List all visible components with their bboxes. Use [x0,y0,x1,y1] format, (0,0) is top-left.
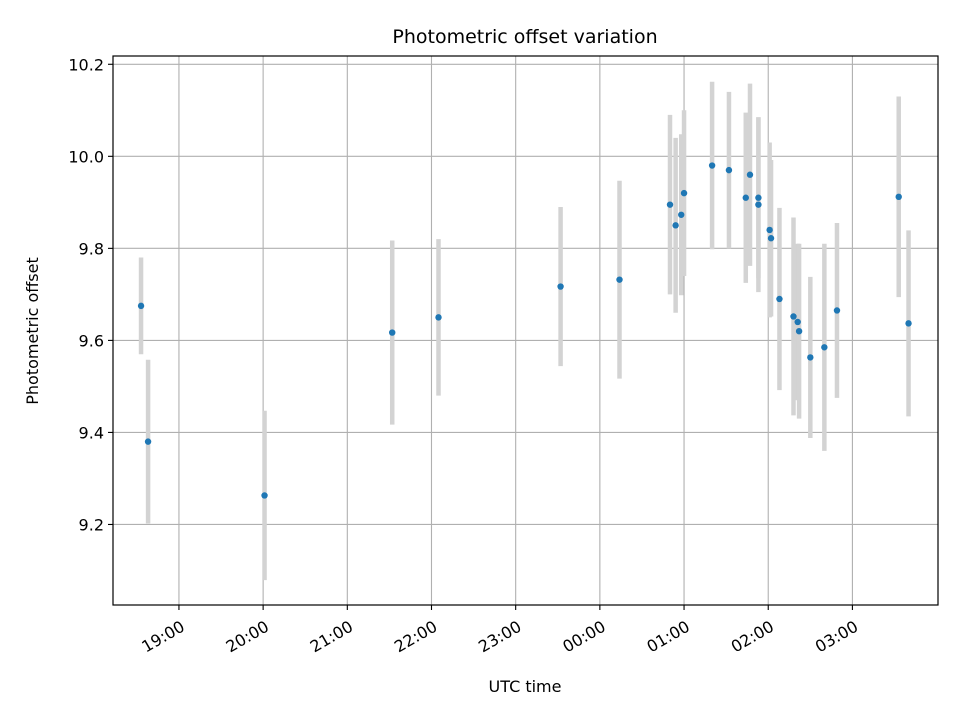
data-point [807,354,814,361]
y-tick-label: 9.4 [79,423,104,442]
data-point [435,314,442,321]
data-point [746,171,754,178]
y-tick-label: 9.6 [79,331,104,350]
data-point [795,327,803,335]
data-point [755,194,762,201]
y-tick-label: 9.2 [79,515,104,534]
y-axis-label: Photometric offset [23,257,42,405]
data-point [766,226,773,234]
data-point [895,193,902,201]
x-axis-label: UTC time [489,677,562,696]
data-point [557,283,564,290]
data-points [137,162,912,499]
data-point [261,492,268,499]
data-point [767,235,775,242]
data-point [144,438,152,445]
data-point [678,211,685,218]
data-point [755,201,762,208]
data-point [389,329,396,336]
data-point [616,276,623,283]
y-tick-label: 9.8 [79,239,104,258]
data-point [137,302,145,310]
data-point [666,201,674,208]
data-point [790,313,797,320]
data-point [672,222,679,229]
plot-frame [112,55,939,606]
data-point [742,194,749,201]
y-tick-label: 10.0 [68,147,104,166]
data-point [833,307,841,314]
data-point [905,320,912,327]
data-point [776,295,783,303]
chart-title: Photometric offset variation [392,26,657,48]
data-point [680,189,688,197]
data-point [794,318,801,326]
data-point [708,162,716,169]
data-point [725,166,733,174]
y-axis-ticks: 9.2 9.4 9.6 9.8 10.0 10.2 [68,55,113,534]
y-tick-label: 10.2 [68,55,104,74]
data-point [821,344,828,351]
